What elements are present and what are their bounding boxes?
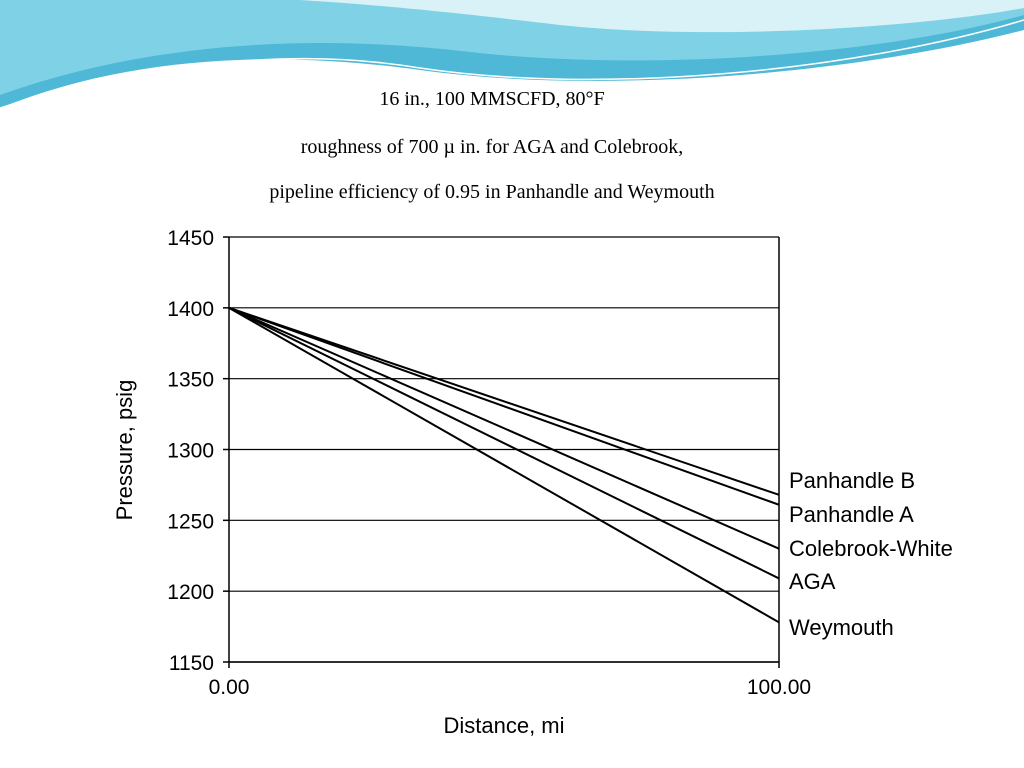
x-axis-label: Distance, mi — [443, 713, 564, 738]
series-label: Weymouth — [789, 615, 894, 640]
y-tick-label: 1400 — [167, 298, 214, 321]
y-tick-label: 1200 — [167, 581, 214, 604]
series-labels: Panhandle B Panhandle A Colebrook-White AGA… — [789, 468, 953, 640]
y-tick-label: 1450 — [167, 227, 214, 250]
y-tick-label: 1250 — [167, 510, 214, 533]
y-tick-label: 1350 — [167, 369, 214, 392]
y-axis-label: Pressure, psig — [112, 380, 137, 521]
y-tick-label: 1300 — [167, 440, 214, 463]
series-label: Colebrook-White — [789, 536, 953, 561]
series-line-aga — [228, 306, 780, 580]
grid-lines — [229, 236, 779, 663]
caption-line-1: 16 in., 100 MMSCFD, 80°F — [379, 88, 605, 110]
y-tick-label: 1150 — [169, 652, 214, 675]
wave-banner — [0, 0, 1024, 109]
series-line-panhandle-a — [228, 306, 780, 506]
series-label: Panhandle A — [789, 502, 914, 527]
series-line-colebrook-white — [228, 306, 780, 550]
axes: 1150 1200 1250 1300 1350 1400 1450 0.00 100.00 — [167, 227, 811, 699]
series-line-panhandle-b — [228, 306, 780, 496]
caption-line-2: roughness of 700 µ in. for AGA and Coleb… — [300, 136, 684, 158]
caption-line-3: pipeline efficiency of 0.95 in Panhandle… — [269, 181, 715, 203]
x-tick-label: 100.00 — [747, 676, 811, 699]
series-line-weymouth — [228, 306, 780, 624]
x-tick-label: 0.00 — [209, 676, 250, 699]
series-lines — [228, 306, 780, 624]
series-label: AGA — [789, 569, 836, 594]
series-label: Panhandle B — [789, 468, 915, 493]
